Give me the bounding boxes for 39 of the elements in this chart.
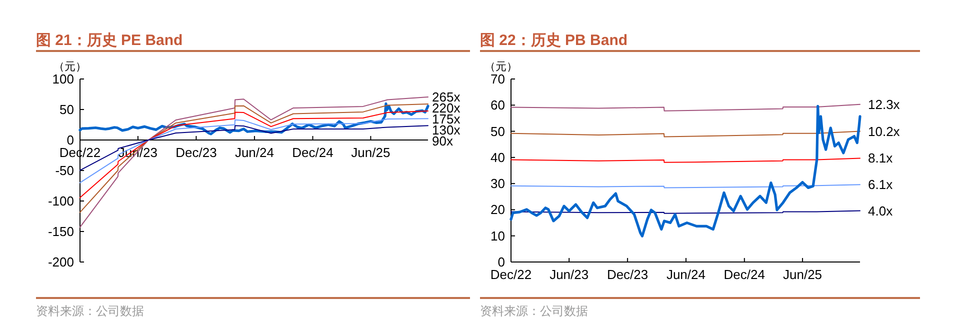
y-tick-label: -50 (55, 163, 74, 178)
y-tick-label: 30 (490, 176, 505, 192)
series-label: 10.2x (868, 124, 900, 139)
series-label: 12.3x (868, 96, 900, 112)
series-label: 265x (432, 89, 461, 104)
y-tick-label: -150 (48, 224, 74, 239)
x-tick-label: Jun/24 (666, 267, 706, 282)
y-tick-label: -100 (48, 194, 74, 208)
y-tick-label: 60 (490, 98, 505, 113)
line-series (510, 104, 862, 238)
y-tick-label: 100 (52, 72, 74, 86)
y-axis-title: （元） (484, 61, 518, 73)
y-tick-label: 0 (498, 254, 505, 270)
x-tick-label: Dec/24 (292, 145, 334, 160)
y-tick-label: 20 (490, 202, 505, 218)
chart-title: 图 21：历史 PE Band (36, 32, 183, 49)
chart-title: 图 22：历史 PB Band (480, 32, 628, 49)
series-label: 4.0x (868, 203, 894, 218)
y-axis-title: （元） (54, 61, 86, 73)
y-tick-label: 70 (490, 72, 505, 86)
y-tick-label: 50 (490, 124, 505, 139)
x-tick-label: Jun/25 (351, 145, 390, 160)
y-tick-label: 0 (66, 132, 74, 148)
y-tick-label: 10 (490, 228, 505, 244)
series-label: 8.1x (868, 150, 894, 166)
x-tick-label: Jun/24 (234, 145, 274, 160)
x-tick-label: Dec/23 (176, 145, 217, 160)
x-tick-label: Dec/24 (724, 267, 766, 282)
y-tick-label: 50 (60, 102, 74, 117)
y-tick-label: 40 (490, 150, 505, 165)
y-tick-label: -200 (48, 254, 74, 270)
x-tick-label: Jun/25 (783, 267, 822, 282)
series-label: 6.1x (868, 177, 894, 192)
text: 资料来源：公司数据 (36, 304, 144, 318)
text: 资料来源：公司数据 (480, 304, 588, 318)
x-tick-label: Dec/23 (606, 267, 648, 282)
x-tick-label: Jun/23 (550, 267, 589, 282)
line-series (510, 104, 860, 112)
x-tick-label: Dec/22 (490, 267, 532, 282)
